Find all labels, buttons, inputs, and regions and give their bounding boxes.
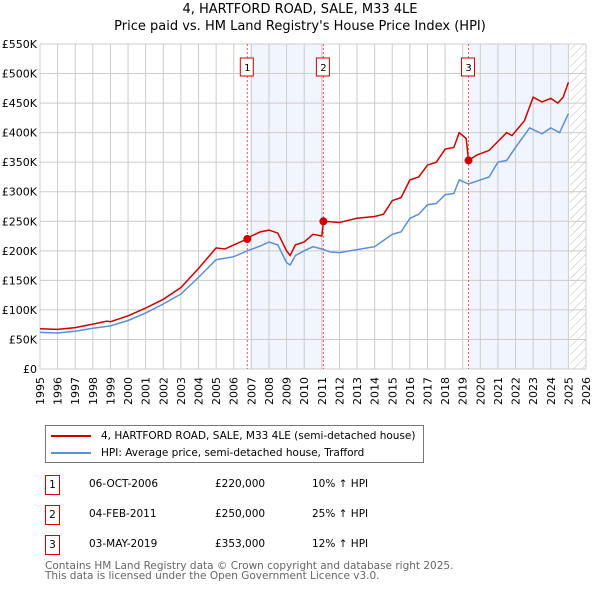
y-tick-label: £350K [2,156,38,169]
sale-label-box [239,57,254,77]
x-tick-label: 2023 [527,377,540,405]
x-tick-label: 2001 [140,377,153,405]
y-tick-label: £100K [2,304,38,317]
x-tick-label: 2003 [175,377,188,405]
sale-number-badge: 3 [45,535,60,555]
sale-date: 03-MAY-2019 [89,538,158,550]
x-tick-label: 2009 [281,377,294,405]
sale-number-badge: 1 [45,475,60,495]
y-tick-label: £0 [23,363,37,376]
legend-item-property: 4, HARTFORD ROAD, SALE, M33 4LE (semi-de… [51,428,415,444]
sale-label: 1 [244,63,250,74]
x-tick-label: 2019 [457,377,470,405]
x-tick-label: 2026 [580,377,593,405]
x-tick-label: 2008 [263,377,276,405]
x-tick-label: 2018 [439,377,452,405]
y-tick-label: £250K [2,215,38,228]
sale-hpi-diff: 25% ↑ HPI [312,508,369,520]
x-tick-label: 2012 [333,377,346,405]
x-tick-label: 2025 [562,377,575,405]
legend-swatch-red [51,435,91,437]
property-price-line [39,82,570,331]
x-tick-label: 2006 [228,377,241,405]
sale-price: £220,000 [215,478,266,490]
x-tick-label: 1995 [34,377,47,405]
sale-label: 3 [465,63,471,74]
legend-item-hpi: HPI: Average price, semi-detached house,… [51,445,364,461]
y-tick-label: £50K [9,333,38,346]
legend-label: HPI: Average price, semi-detached house,… [101,447,365,459]
x-tick-label: 2005 [210,377,223,405]
x-tick-label: 1996 [52,377,65,405]
chart-subtitle: Price paid vs. HM Land Registry's House … [114,19,486,34]
sale-hpi-diff: 12% ↑ HPI [312,538,369,550]
sale-label-box [461,57,476,77]
sale-label: 2 [320,63,326,74]
x-tick-label: 2014 [369,377,382,405]
x-tick-label: 2011 [316,377,329,405]
future-hatch [570,44,586,369]
x-tick-label: 2024 [545,377,558,405]
x-tick-label: 2017 [421,377,434,405]
sale-point [319,217,328,226]
sale-date: 04-FEB-2011 [89,508,157,520]
x-tick-label: 1998 [87,377,100,405]
x-tick-label: 2013 [351,377,364,405]
x-tick-label: 2020 [474,377,487,405]
sale-price: £250,000 [215,508,266,520]
footer-copyright: Contains HM Land Registry data © Crown c… [45,560,454,572]
price-chart: 1 2 3 1995 1996 1997 1998 1999 2000 2001 2002 2003 2… [2,38,593,405]
x-tick-label: 1997 [69,377,82,405]
transaction-row: 3 03-MAY-2019 £353,000 12% ↑ HPI [45,535,445,555]
x-tick-label: 2016 [404,377,417,405]
x-tick-label: 2000 [122,377,135,405]
y-tick-label: £500K [2,68,38,81]
y-tick-label: £450K [2,97,38,110]
x-tick-label: 2021 [492,377,505,405]
x-tick-label: 2007 [245,377,258,405]
x-tick-label: 2002 [157,377,170,405]
legend: 4, HARTFORD ROAD, SALE, M33 4LE (semi-de… [45,425,424,463]
x-tick-label: 2010 [298,377,311,405]
y-tick-label: £400K [2,127,38,140]
footer-licence: This data is licensed under the Open Gov… [45,570,380,582]
x-tick-label: 2004 [193,377,206,405]
y-tick-label: £300K [2,186,38,199]
y-tick-label: £200K [2,245,38,258]
y-tick-label: £150K [2,274,38,287]
sale-date: 06-OCT-2006 [89,478,158,490]
x-tick-label: 2022 [510,377,523,405]
sale-price: £353,000 [215,538,266,550]
y-tick-label: £550K [2,38,38,51]
shaded-period [469,44,569,369]
chart-title: 4, HARTFORD ROAD, SALE, M33 4LE [182,2,418,17]
legend-swatch-blue [51,452,91,454]
sale-number-badge: 2 [45,505,60,525]
transaction-row: 2 04-FEB-2011 £250,000 25% ↑ HPI [45,505,445,525]
sale-hpi-diff: 10% ↑ HPI [312,478,369,490]
hpi-line [39,113,570,334]
sale-point [464,156,473,165]
x-tick-label: 1999 [104,377,117,405]
transaction-row: 1 06-OCT-2006 £220,000 10% ↑ HPI [45,475,445,495]
sale-label-box [315,57,330,77]
sale-point [243,235,252,243]
x-tick-label: 2015 [386,377,399,405]
legend-label: 4, HARTFORD ROAD, SALE, M33 4LE (semi-de… [101,430,416,442]
